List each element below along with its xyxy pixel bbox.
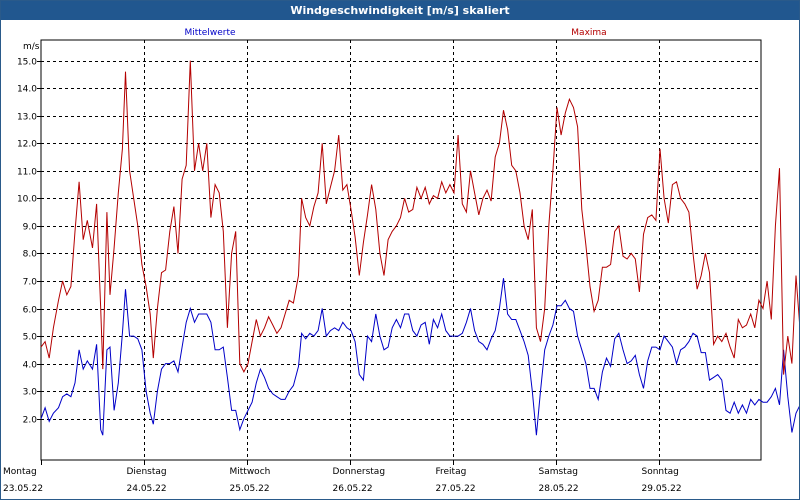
series-lines — [40, 60, 799, 436]
y-tick-label: 12.0 — [17, 140, 37, 150]
mittelwerte-line — [40, 278, 799, 436]
y-tick-label: 3.0 — [23, 388, 38, 398]
x-date-label: 26.05.22 — [333, 484, 373, 494]
x-weekday-label: Donnerstag — [333, 467, 386, 477]
y-tick-label: 14.0 — [17, 85, 37, 95]
y-tick-label: 9.0 — [23, 223, 38, 233]
y-axis-label: m/s — [23, 42, 40, 52]
axes: 2.0 3.0 4.0 5.0 6.0 7.0 8.0 9.0 10.0 11.0 12.0 13.0… — [3, 39, 762, 494]
x-weekday-label: Dienstag — [127, 467, 167, 477]
y-tick-label: 4.0 — [23, 361, 38, 371]
x-date-label: 25.05.22 — [230, 484, 270, 494]
x-weekday-label: Sonntag — [642, 467, 679, 477]
y-tick-label: 2.0 — [23, 416, 38, 426]
x-weekday-label: Mittwoch — [230, 467, 271, 477]
y-tick-label: 8.0 — [23, 250, 38, 260]
x-weekday-label: Freitag — [436, 467, 467, 477]
legend-mittelwerte: Mittelwerte — [184, 28, 235, 38]
window-title: Windgeschwindigkeit [m/s] skaliert — [1, 1, 799, 20]
x-date-label: 28.05.22 — [539, 484, 579, 494]
x-date-label: 29.05.22 — [642, 484, 682, 494]
y-tick-label: 10.0 — [17, 195, 37, 205]
y-tick-label: 7.0 — [23, 278, 38, 288]
y-tick-label: 15.0 — [17, 58, 37, 68]
y-tick-label: 6.0 — [23, 306, 38, 316]
plot-frame — [40, 39, 762, 461]
x-weekday-label: Samstag — [539, 467, 578, 477]
x-date-label: 27.05.22 — [436, 484, 476, 494]
legend-maxima: Maxima — [571, 28, 606, 38]
x-date-label: 23.05.22 — [3, 484, 43, 494]
grid — [41, 40, 761, 460]
wind-speed-chart: 2.0 3.0 4.0 5.0 6.0 7.0 8.0 9.0 10.0 11.0 12.0 13.0… — [3, 28, 799, 494]
y-tick-label: 13.0 — [17, 113, 37, 123]
y-tick-label: 5.0 — [23, 333, 38, 343]
x-date-label: 24.05.22 — [127, 484, 167, 494]
x-weekday-label: Montag — [3, 467, 37, 477]
maxima-line — [40, 60, 799, 375]
y-tick-label: 11.0 — [17, 168, 37, 178]
